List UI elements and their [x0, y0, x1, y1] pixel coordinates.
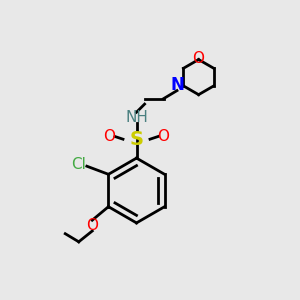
Text: N: N — [170, 76, 184, 94]
Text: O: O — [86, 218, 98, 233]
Text: O: O — [158, 129, 169, 144]
Text: S: S — [130, 130, 143, 149]
Text: NH: NH — [125, 110, 148, 125]
Text: O: O — [103, 129, 116, 144]
Text: O: O — [193, 51, 205, 66]
Text: Cl: Cl — [71, 157, 86, 172]
